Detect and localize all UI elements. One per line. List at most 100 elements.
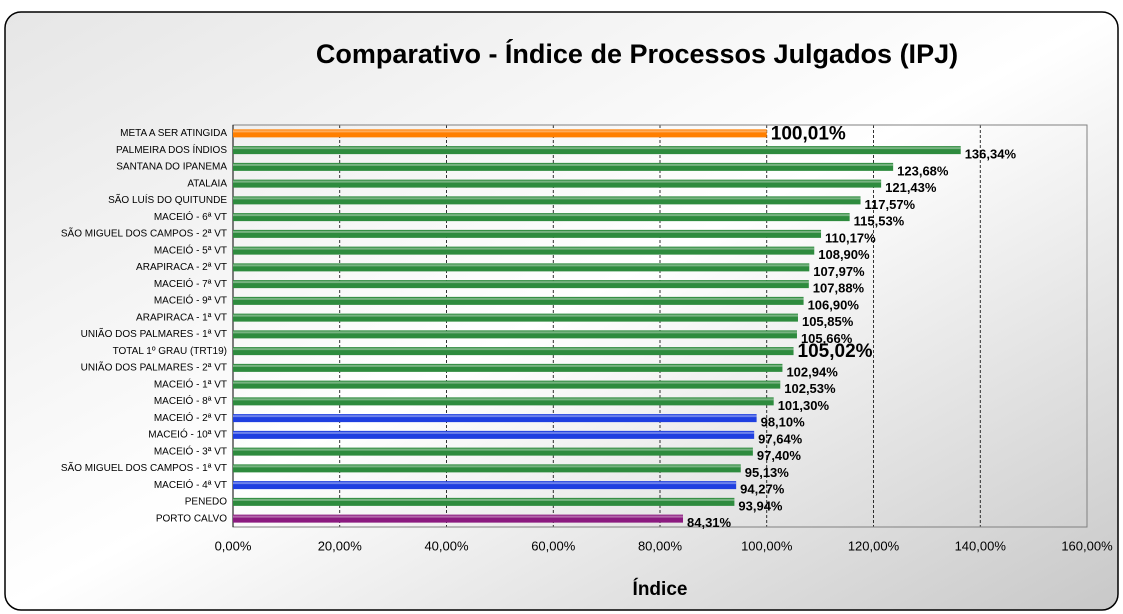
x-tick-label: 140,00% <box>955 538 1007 553</box>
bar <box>233 146 961 155</box>
bar-highlight <box>233 498 735 501</box>
value-label: 93,94% <box>738 498 783 513</box>
value-label: 101,30% <box>778 398 830 413</box>
y-tick-label: SÃO LUÍS DO QUITUNDE <box>108 193 227 206</box>
y-tick-label: UNIÃO DOS PALMARES - 2ª VT <box>81 361 227 374</box>
value-label: 105,66% <box>801 331 853 346</box>
bar <box>233 162 894 171</box>
y-tick-label: MACEIÓ - 10ª VT <box>148 428 227 441</box>
value-label: 97,40% <box>757 448 802 463</box>
chart-frame <box>4 11 1119 611</box>
value-label: 105,85% <box>802 314 854 329</box>
bar <box>233 481 737 490</box>
x-tick-label: 120,00% <box>848 538 900 553</box>
value-label: 84,31% <box>687 515 732 530</box>
value-label: 117,57% <box>865 197 916 212</box>
bar-highlight <box>233 197 861 200</box>
y-tick-label: MACEIÓ - 9ª VT <box>154 294 227 307</box>
bar-highlight <box>233 230 822 233</box>
bar <box>233 497 735 506</box>
bar <box>233 514 684 523</box>
x-tick-label: 20,00% <box>318 538 363 553</box>
bar <box>233 296 804 305</box>
bar-highlight <box>233 163 894 166</box>
y-tick-label: MACEIÓ - 2ª VT <box>154 411 227 424</box>
value-label: 106,90% <box>808 297 860 312</box>
bar-highlight <box>233 147 961 150</box>
y-tick-label: ARAPIRACA - 2ª VT <box>136 262 227 273</box>
y-tick-label: SANTANA DO IPANEMA <box>116 162 227 173</box>
bar <box>233 414 757 423</box>
y-tick-label: PENEDO <box>185 497 227 508</box>
x-tick-label: 0,00% <box>215 538 252 553</box>
bar-highlight <box>233 180 882 183</box>
bar <box>233 347 794 356</box>
bar <box>233 196 861 205</box>
bar <box>233 313 798 322</box>
y-tick-label: MACEIÓ - 7ª VT <box>154 277 227 290</box>
value-label: 107,97% <box>813 264 865 279</box>
y-tick-label: ATALAIA <box>187 178 227 189</box>
bar <box>233 430 755 439</box>
bar <box>233 129 767 138</box>
bar <box>233 363 783 372</box>
value-label: 94,27% <box>740 482 785 497</box>
bar-highlight <box>233 264 810 267</box>
value-label: 98,10% <box>761 415 806 430</box>
y-tick-label: MACEIÓ - 6ª VT <box>154 210 227 223</box>
y-tick-label: META A SER ATINGIDA <box>120 128 227 139</box>
bar-highlight <box>233 465 741 468</box>
bar-highlight <box>233 448 753 451</box>
y-tick-label: UNIÃO DOS PALMARES - 1ª VT <box>81 327 227 340</box>
chart-title: Comparativo - Índice de Processos Julgad… <box>316 38 958 69</box>
y-tick-label: MACEIÓ - 4ª VT <box>154 478 227 491</box>
bar-highlight <box>233 130 767 133</box>
y-tick-label: MACEIÓ - 1ª VT <box>154 377 227 390</box>
bar-highlight <box>233 364 783 367</box>
value-label: 105,02% <box>798 341 873 362</box>
value-label: 136,34% <box>965 147 1017 162</box>
y-tick-label: SÃO MIGUEL DOS CAMPOS - 1ª VT <box>61 461 227 474</box>
x-tick-label: 40,00% <box>424 538 469 553</box>
y-tick-label: SÃO MIGUEL DOS CAMPOS - 2ª VT <box>61 227 227 240</box>
bar <box>233 213 850 222</box>
value-label: 100,01% <box>771 123 846 144</box>
bar-highlight <box>233 482 737 485</box>
bar-highlight <box>233 331 797 334</box>
bar <box>233 280 809 289</box>
bar <box>233 263 810 272</box>
bar <box>233 397 774 406</box>
y-tick-label: ARAPIRACA - 1ª VT <box>136 312 227 323</box>
value-label: 102,94% <box>786 364 838 379</box>
y-tick-label: TOTAL 1º GRAU (TRT19) <box>113 346 227 357</box>
value-label: 115,53% <box>854 214 905 229</box>
bar-highlight <box>233 398 774 401</box>
bar-highlight <box>233 297 804 300</box>
x-tick-label: 100,00% <box>741 538 793 553</box>
value-label: 123,68% <box>897 163 949 178</box>
y-tick-label: PORTO CALVO <box>156 513 227 524</box>
bar-highlight <box>233 247 815 250</box>
y-tick-label: PALMEIRA DOS ÍNDIOS <box>116 143 227 156</box>
bar-highlight <box>233 281 809 284</box>
value-label: 97,64% <box>758 431 803 446</box>
value-label: 108,90% <box>818 247 870 262</box>
y-tick-label: MACEIÓ - 3ª VT <box>154 444 227 457</box>
x-tick-label: 60,00% <box>531 538 576 553</box>
x-tick-label: 160,00% <box>1061 538 1113 553</box>
y-tick-label: MACEIÓ - 5ª VT <box>154 243 227 256</box>
x-tick-label: 80,00% <box>638 538 683 553</box>
value-label: 110,17% <box>825 230 876 245</box>
x-axis-title: Índice <box>633 578 688 600</box>
y-tick-label: MACEIÓ - 8ª VT <box>154 394 227 407</box>
bar-highlight <box>233 381 781 384</box>
bar-highlight <box>233 431 755 434</box>
bar <box>233 447 753 456</box>
bar <box>233 330 797 339</box>
bar <box>233 179 882 188</box>
value-label: 102,53% <box>784 381 836 396</box>
bar <box>233 380 781 389</box>
bar <box>233 246 815 255</box>
bar <box>233 229 822 238</box>
